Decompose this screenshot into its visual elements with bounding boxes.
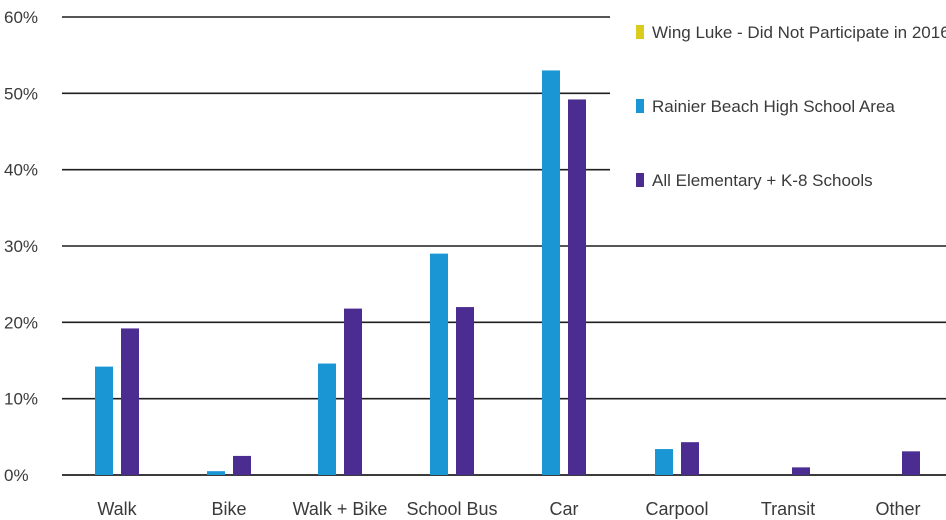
bar-rainier-beach-school-bus [430,253,448,475]
legend-label: Rainier Beach High School Area [652,97,895,116]
legend-label: Wing Luke - Did Not Participate in 2016 [652,23,946,42]
gridlines [62,16,946,476]
bar-rainier-beach-bike [207,471,225,475]
bar-all-elementary-walk [121,328,139,475]
bar-all-elementary-carpool [681,442,699,475]
bar-rainier-beach-walk [95,366,113,475]
y-tick-label: 0% [4,466,29,485]
y-tick-label: 30% [4,237,38,256]
y-axis-ticks: 0% 10% 20% 30% 40% 50% 60% [4,8,38,485]
bar-rainier-beach-car [542,70,560,475]
x-category-label: Transit [761,499,815,519]
legend-swatch [636,99,644,113]
legend-swatch [636,173,644,187]
x-category-label: Bike [211,499,246,519]
legend: Wing Luke - Did Not Participate in 2016 R… [636,23,946,190]
bar-all-elementary-transit [792,467,810,475]
bar-all-elementary-school-bus [456,307,474,475]
y-tick-label: 10% [4,390,38,409]
bar-all-elementary-car [568,99,586,475]
x-category-label: Walk + Bike [293,499,388,519]
bar-all-elementary-other [902,451,920,475]
legend-label: All Elementary + K-8 Schools [652,171,873,190]
y-tick-label: 40% [4,161,38,180]
x-category-label: Walk [97,499,137,519]
bar-all-elementary-bike [233,455,251,475]
x-category-label: Other [875,499,920,519]
y-tick-label: 50% [4,84,38,103]
y-tick-label: 60% [4,8,38,27]
x-category-label: Car [549,499,578,519]
bars [95,70,920,475]
x-category-label: Carpool [645,499,708,519]
y-tick-label: 20% [4,313,38,332]
bar-all-elementary-walk-bike [344,308,362,475]
bar-rainier-beach-walk-bike [318,363,336,475]
bar-rainier-beach-carpool [655,449,673,475]
x-category-label: School Bus [406,499,497,519]
x-axis-labels: Walk Bike Walk + Bike School Bus Car Carpool T… [97,499,920,519]
legend-swatch [636,25,644,39]
